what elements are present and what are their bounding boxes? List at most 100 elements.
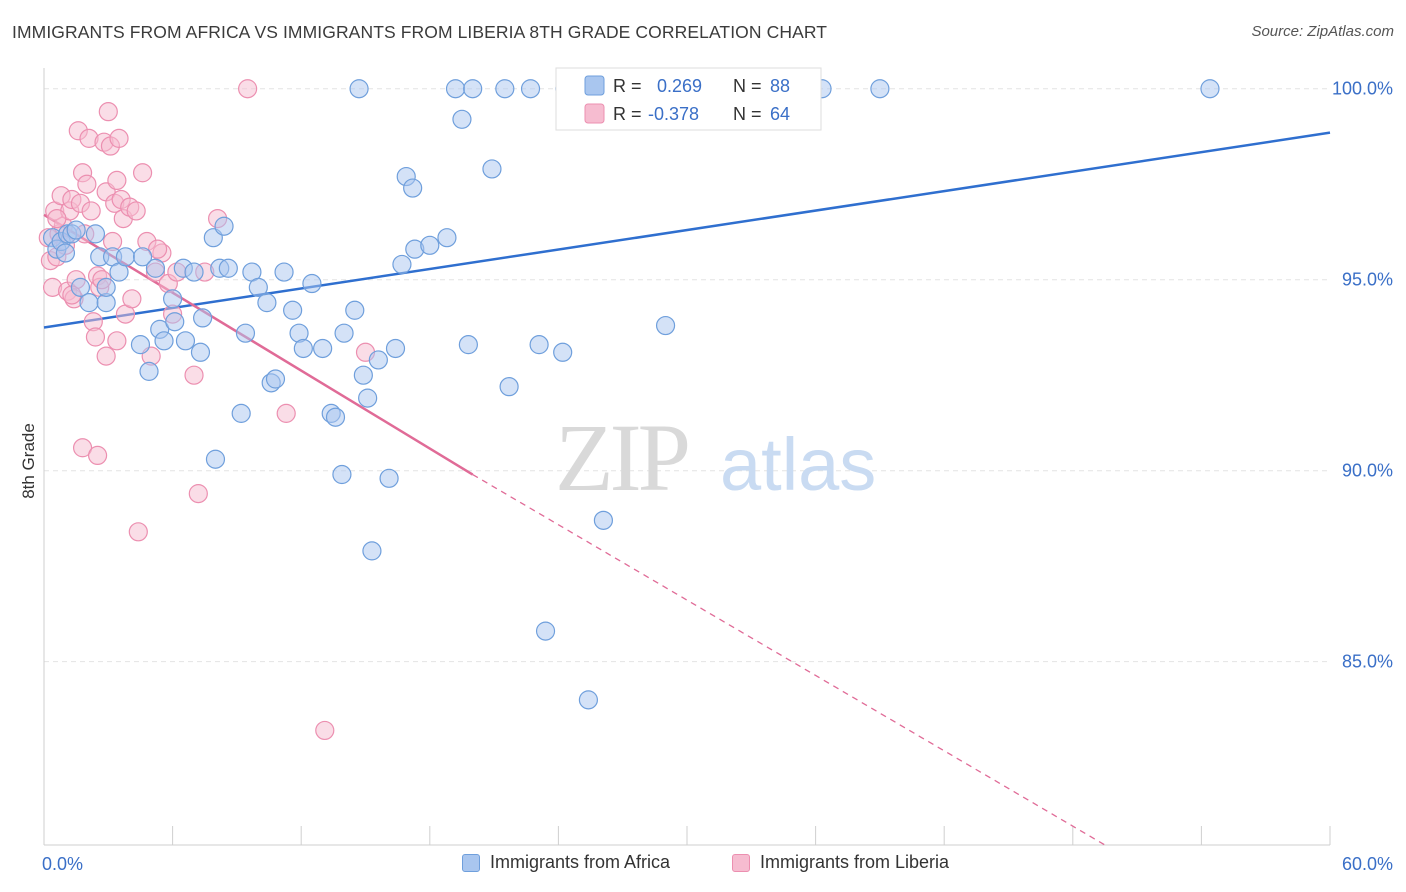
- point-africa: [235, 323, 256, 343]
- point-africa: [655, 315, 676, 336]
- point-africa: [535, 621, 556, 641]
- point-africa: [184, 262, 204, 282]
- point-africa: [870, 79, 890, 99]
- point-africa: [358, 388, 378, 408]
- point-africa: [70, 277, 91, 297]
- point-liberia: [276, 403, 296, 423]
- point-africa: [205, 449, 226, 469]
- point-africa: [529, 335, 549, 355]
- point-africa: [385, 338, 406, 359]
- watermark: ZIP atlas: [555, 404, 876, 511]
- point-africa: [313, 338, 333, 359]
- point-africa: [463, 79, 483, 99]
- point-liberia: [132, 163, 153, 183]
- point-liberia: [107, 170, 127, 191]
- legend-blue-swatch: [584, 75, 605, 96]
- legend-swatch-africa: [462, 853, 480, 872]
- point-africa: [154, 331, 174, 351]
- point-liberia: [81, 201, 101, 221]
- point-africa: [437, 228, 457, 248]
- point-liberia: [128, 522, 148, 542]
- point-liberia: [122, 289, 142, 309]
- y-tick-label: 90.0%: [1342, 461, 1393, 481]
- legend-top: R = 0.269 N = 88 R = -0.378 N = 64: [555, 67, 822, 131]
- legend-label-liberia: Immigrants from Liberia: [760, 852, 950, 872]
- point-africa: [293, 338, 313, 359]
- x-tick-label: 0.0%: [42, 854, 83, 874]
- legend-row2-r-label: R =: [613, 104, 642, 124]
- point-africa: [353, 365, 373, 385]
- trend-line-liberia-extrapolated: [472, 473, 1106, 846]
- point-liberia: [85, 327, 106, 347]
- legend-swatch-liberia: [732, 853, 750, 872]
- point-africa: [325, 407, 346, 427]
- point-liberia: [109, 128, 129, 148]
- point-africa: [520, 79, 541, 99]
- x-tick-label: 60.0%: [1342, 854, 1393, 874]
- point-liberia: [188, 484, 208, 504]
- point-africa: [392, 254, 412, 275]
- point-liberia: [184, 365, 204, 385]
- point-africa: [452, 109, 472, 129]
- point-liberia: [126, 201, 146, 221]
- point-africa: [445, 79, 466, 99]
- point-africa: [214, 216, 234, 236]
- point-africa: [66, 220, 86, 240]
- point-africa: [499, 377, 519, 397]
- axes: [43, 68, 1331, 846]
- x-tick-labels: 0.0% 60.0%: [42, 854, 1393, 874]
- point-africa: [145, 258, 166, 278]
- point-africa: [345, 300, 365, 320]
- point-africa: [593, 510, 614, 530]
- point-africa: [231, 403, 251, 423]
- point-africa: [495, 79, 515, 99]
- point-africa: [248, 277, 268, 297]
- point-africa: [165, 312, 185, 332]
- point-africa: [332, 464, 352, 485]
- point-liberia: [87, 445, 108, 466]
- legend-pink-swatch: [584, 103, 605, 124]
- point-africa: [265, 369, 286, 389]
- point-africa: [274, 262, 294, 282]
- point-africa: [132, 247, 153, 267]
- legend-item-liberia: Immigrants from Liberia: [732, 852, 949, 873]
- trend-line-africa: [43, 131, 1331, 329]
- point-africa: [190, 342, 211, 362]
- point-africa: [362, 541, 382, 561]
- point-africa: [96, 277, 116, 297]
- watermark-atlas: atlas: [720, 423, 876, 506]
- point-africa: [1200, 79, 1220, 99]
- point-africa: [578, 690, 599, 710]
- point-africa: [79, 293, 99, 313]
- legend-label-africa: Immigrants from Africa: [490, 852, 671, 872]
- point-africa: [130, 335, 151, 355]
- point-africa: [302, 273, 322, 294]
- watermark-zip: ZIP: [555, 404, 688, 511]
- y-tick-label: 85.0%: [1342, 652, 1393, 672]
- point-africa: [163, 289, 183, 309]
- point-liberia: [77, 174, 97, 194]
- point-liberia: [147, 239, 168, 259]
- point-africa: [482, 159, 502, 179]
- legend-row1-r-label: R =: [613, 76, 642, 96]
- point-liberia: [96, 346, 116, 366]
- y-tick-label: 100.0%: [1332, 79, 1393, 99]
- point-liberia: [315, 720, 335, 741]
- legend-row2-n-value: 64: [770, 104, 790, 124]
- point-africa: [379, 468, 399, 488]
- grid: [44, 88, 1330, 663]
- point-liberia: [47, 209, 67, 229]
- point-africa: [175, 331, 196, 351]
- point-africa: [368, 350, 388, 370]
- point-liberia: [98, 102, 118, 122]
- point-africa: [115, 247, 136, 267]
- point-africa: [458, 335, 478, 355]
- point-africa: [283, 300, 303, 320]
- point-africa: [553, 342, 573, 362]
- point-africa: [218, 258, 238, 278]
- legend-row2-n-label: N =: [733, 104, 762, 124]
- chart-source: Source: ZipAtlas.com: [1251, 23, 1394, 40]
- point-liberia: [238, 79, 258, 99]
- point-africa: [257, 293, 277, 313]
